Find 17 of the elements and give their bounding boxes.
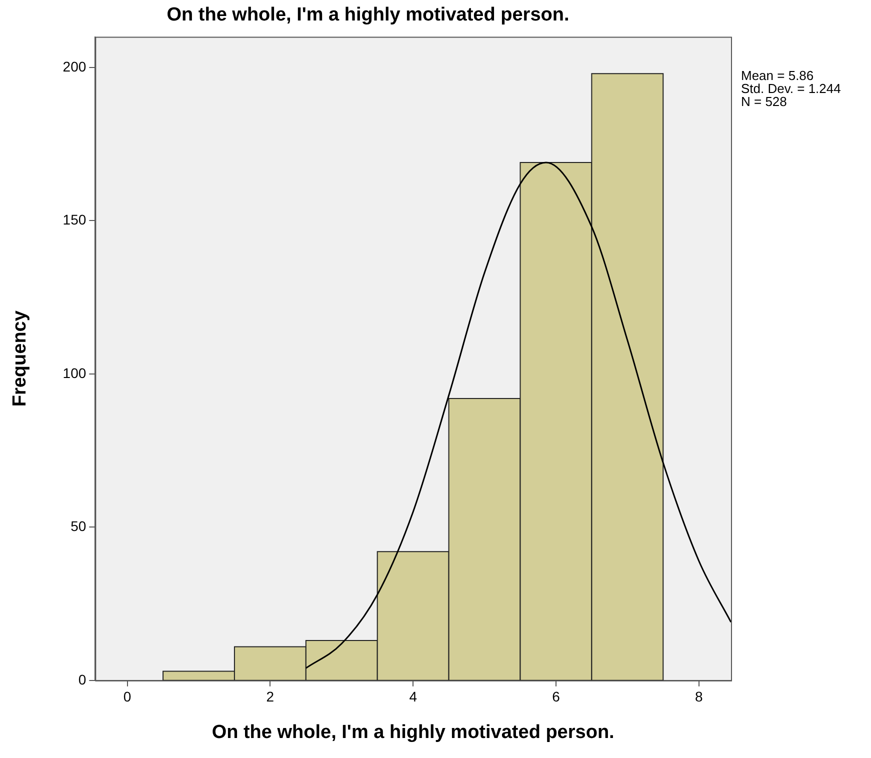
y-tick-label: 200 [62, 58, 86, 74]
text: Mean = 5.86 [741, 68, 814, 83]
text: N = 528 [741, 94, 787, 109]
x-tick-label: 6 [552, 688, 560, 705]
y-tick-label: 100 [62, 364, 86, 381]
y-tick-label: 150 [62, 212, 86, 228]
x-tick-label: 4 [409, 688, 418, 705]
line-series [305, 162, 731, 669]
x-tick-label: 8 [694, 688, 703, 705]
x-tick-label: 0 [123, 688, 132, 705]
y-tick-label: 0 [78, 671, 86, 688]
chart-title: On the whole, I'm a highly motivated person. [166, 4, 570, 26]
x-tick-label: 2 [266, 688, 274, 705]
y-tick-label: 50 [70, 518, 86, 534]
x-axis-title: On the whole, I'm a highly motivated person. [212, 722, 614, 743]
text: Std. Dev. = 1.244 [741, 80, 841, 96]
y-axis-title: Frequency [10, 310, 31, 407]
